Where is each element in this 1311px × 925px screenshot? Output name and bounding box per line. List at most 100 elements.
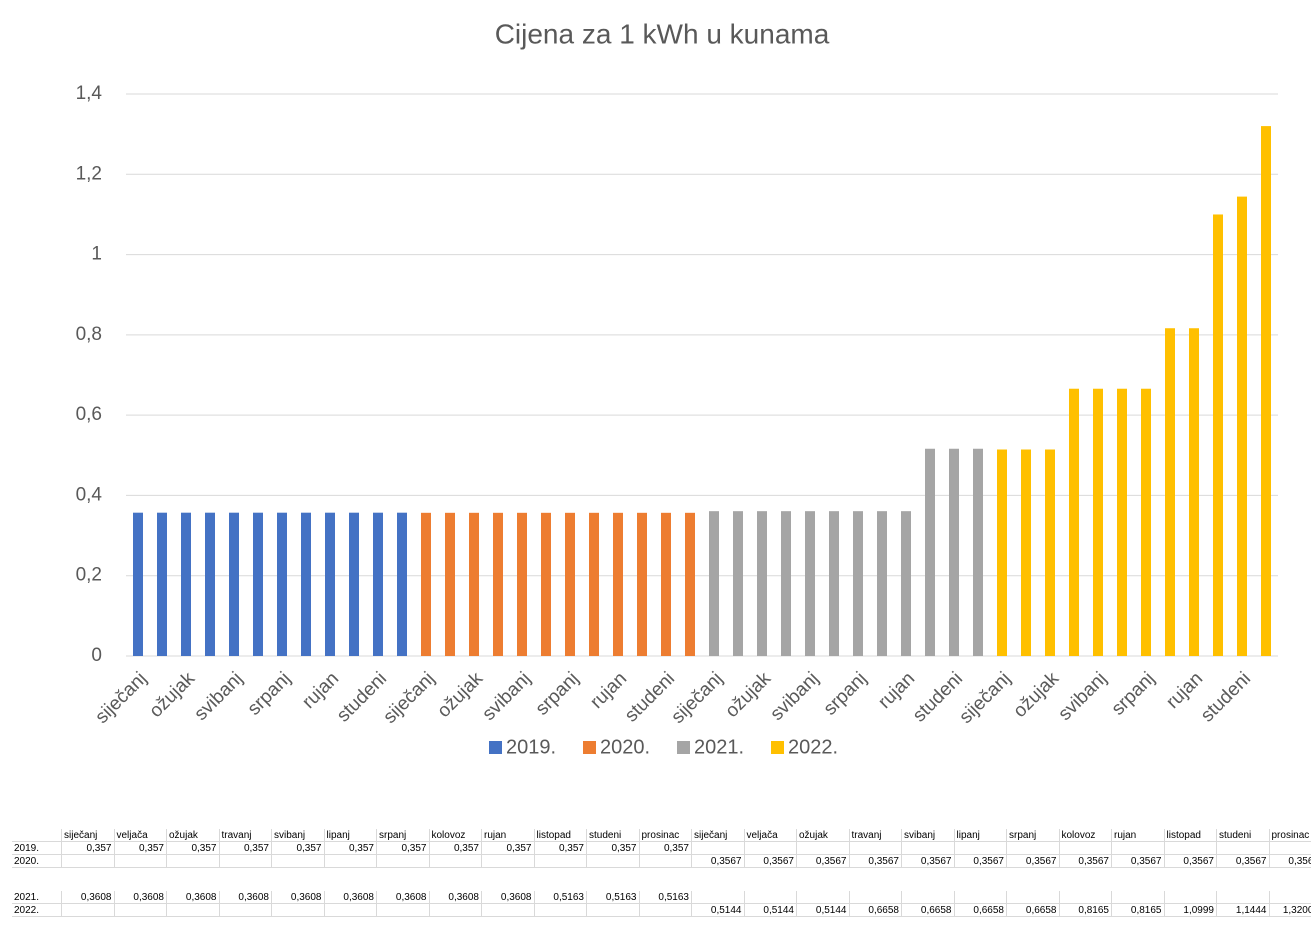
bar: [421, 512, 431, 656]
table-cell: 0,357: [482, 842, 535, 855]
y-tick-label: 1: [91, 244, 102, 265]
x-tick-label: ožujak: [145, 668, 199, 722]
bar: [205, 512, 215, 656]
x-tick-label: srpanj: [244, 668, 295, 719]
table-cell: 0,357: [587, 842, 640, 855]
table-cell: [1164, 891, 1217, 904]
column-header: rujan: [1112, 829, 1165, 842]
table-cell: [1112, 891, 1165, 904]
column-header: lipanj: [324, 829, 377, 842]
bar: [901, 511, 911, 656]
column-header: srpanj: [1007, 829, 1060, 842]
bar: [301, 512, 311, 656]
bar: [565, 512, 575, 656]
column-header: ožujak: [797, 829, 850, 842]
table-cell: 0,3567: [692, 855, 745, 868]
table-cell: [587, 904, 640, 917]
column-header: studeni: [1217, 829, 1270, 842]
table-cell: 0,3567: [1007, 855, 1060, 868]
table-cell: [902, 842, 955, 855]
x-tick-label: srpanj: [1108, 668, 1159, 719]
table-cell: 0,3567: [902, 855, 955, 868]
table-cell: 0,5163: [639, 891, 692, 904]
table-cell: [62, 904, 115, 917]
table-cell: [797, 842, 850, 855]
table-cell: [587, 855, 640, 868]
table-cell: 0,3608: [219, 891, 272, 904]
legend-swatch: [489, 741, 502, 754]
bar: [661, 512, 671, 656]
y-tick-label: 1,2: [76, 163, 102, 184]
column-header: svibanj: [902, 829, 955, 842]
bar: [829, 511, 839, 656]
bar: [853, 511, 863, 656]
bar: [613, 512, 623, 656]
column-header: siječanj: [692, 829, 745, 842]
table-cell: 0,5144: [744, 904, 797, 917]
table-cell: [272, 855, 325, 868]
table-cell: [1007, 891, 1060, 904]
table-cell: [902, 891, 955, 904]
bar: [373, 512, 383, 656]
x-tick-label: svibanj: [190, 668, 247, 725]
table-cell: 0,3567: [1059, 855, 1112, 868]
table-cell: 0,6658: [1007, 904, 1060, 917]
bar: [397, 512, 407, 656]
bar: [541, 512, 551, 656]
table-cell: [377, 904, 430, 917]
table-cell: 0,3608: [324, 891, 377, 904]
column-header: rujan: [482, 829, 535, 842]
table-cell: [849, 891, 902, 904]
column-header: veljača: [744, 829, 797, 842]
legend-swatch: [677, 741, 690, 754]
column-header: veljača: [114, 829, 167, 842]
x-tick-label: svibanj: [1054, 668, 1111, 725]
row-header: 2022.: [12, 904, 62, 917]
table-cell: 0,357: [114, 842, 167, 855]
table-cell: [849, 842, 902, 855]
legend-label: 2022.: [788, 736, 838, 758]
bar: [493, 512, 503, 656]
x-tick-label: siječanj: [91, 668, 151, 728]
table-cell: [324, 904, 377, 917]
bar: [925, 448, 935, 656]
column-header: svibanj: [272, 829, 325, 842]
table-cell: 0,6658: [954, 904, 1007, 917]
column-header: listopad: [534, 829, 587, 842]
bar: [949, 448, 959, 656]
y-tick-label: 0,8: [76, 324, 102, 345]
table-cell: [1112, 842, 1165, 855]
table-cell: 0,357: [272, 842, 325, 855]
table-cell: [167, 904, 220, 917]
table-cell: 0,357: [639, 842, 692, 855]
column-header: prosinac: [639, 829, 692, 842]
table-cell: 0,3567: [1269, 855, 1311, 868]
column-header: siječanj: [62, 829, 115, 842]
table-cell: [797, 891, 850, 904]
table-cell: [534, 904, 587, 917]
table-cell: 0,6658: [849, 904, 902, 917]
table-cell: [692, 891, 745, 904]
y-tick-label: 0: [91, 645, 102, 666]
table-cell: [1217, 842, 1270, 855]
column-header: srpanj: [377, 829, 430, 842]
bar: [589, 512, 599, 656]
table-cell: [1269, 842, 1311, 855]
table-cell: 0,357: [167, 842, 220, 855]
table-cell: 0,8165: [1112, 904, 1165, 917]
column-header: travanj: [849, 829, 902, 842]
chart-title: Cijena za 1 kWh u kunama: [495, 18, 830, 49]
table-cell: [692, 842, 745, 855]
table-cell: [62, 855, 115, 868]
table-cell: 0,357: [62, 842, 115, 855]
table-cell: 1,32004: [1269, 904, 1311, 917]
data-table: siječanj veljača ožujak travanj svibanj lipan…: [12, 829, 1311, 925]
table-cell: 0,357: [324, 842, 377, 855]
x-tick-label: studeni: [1197, 668, 1255, 726]
table-cell: 0,357: [429, 842, 482, 855]
table-cell: [167, 855, 220, 868]
table-cell: [744, 891, 797, 904]
table-cell: [272, 904, 325, 917]
y-tick-label: 1,4: [76, 83, 103, 104]
table-cell: 0,357: [377, 842, 430, 855]
